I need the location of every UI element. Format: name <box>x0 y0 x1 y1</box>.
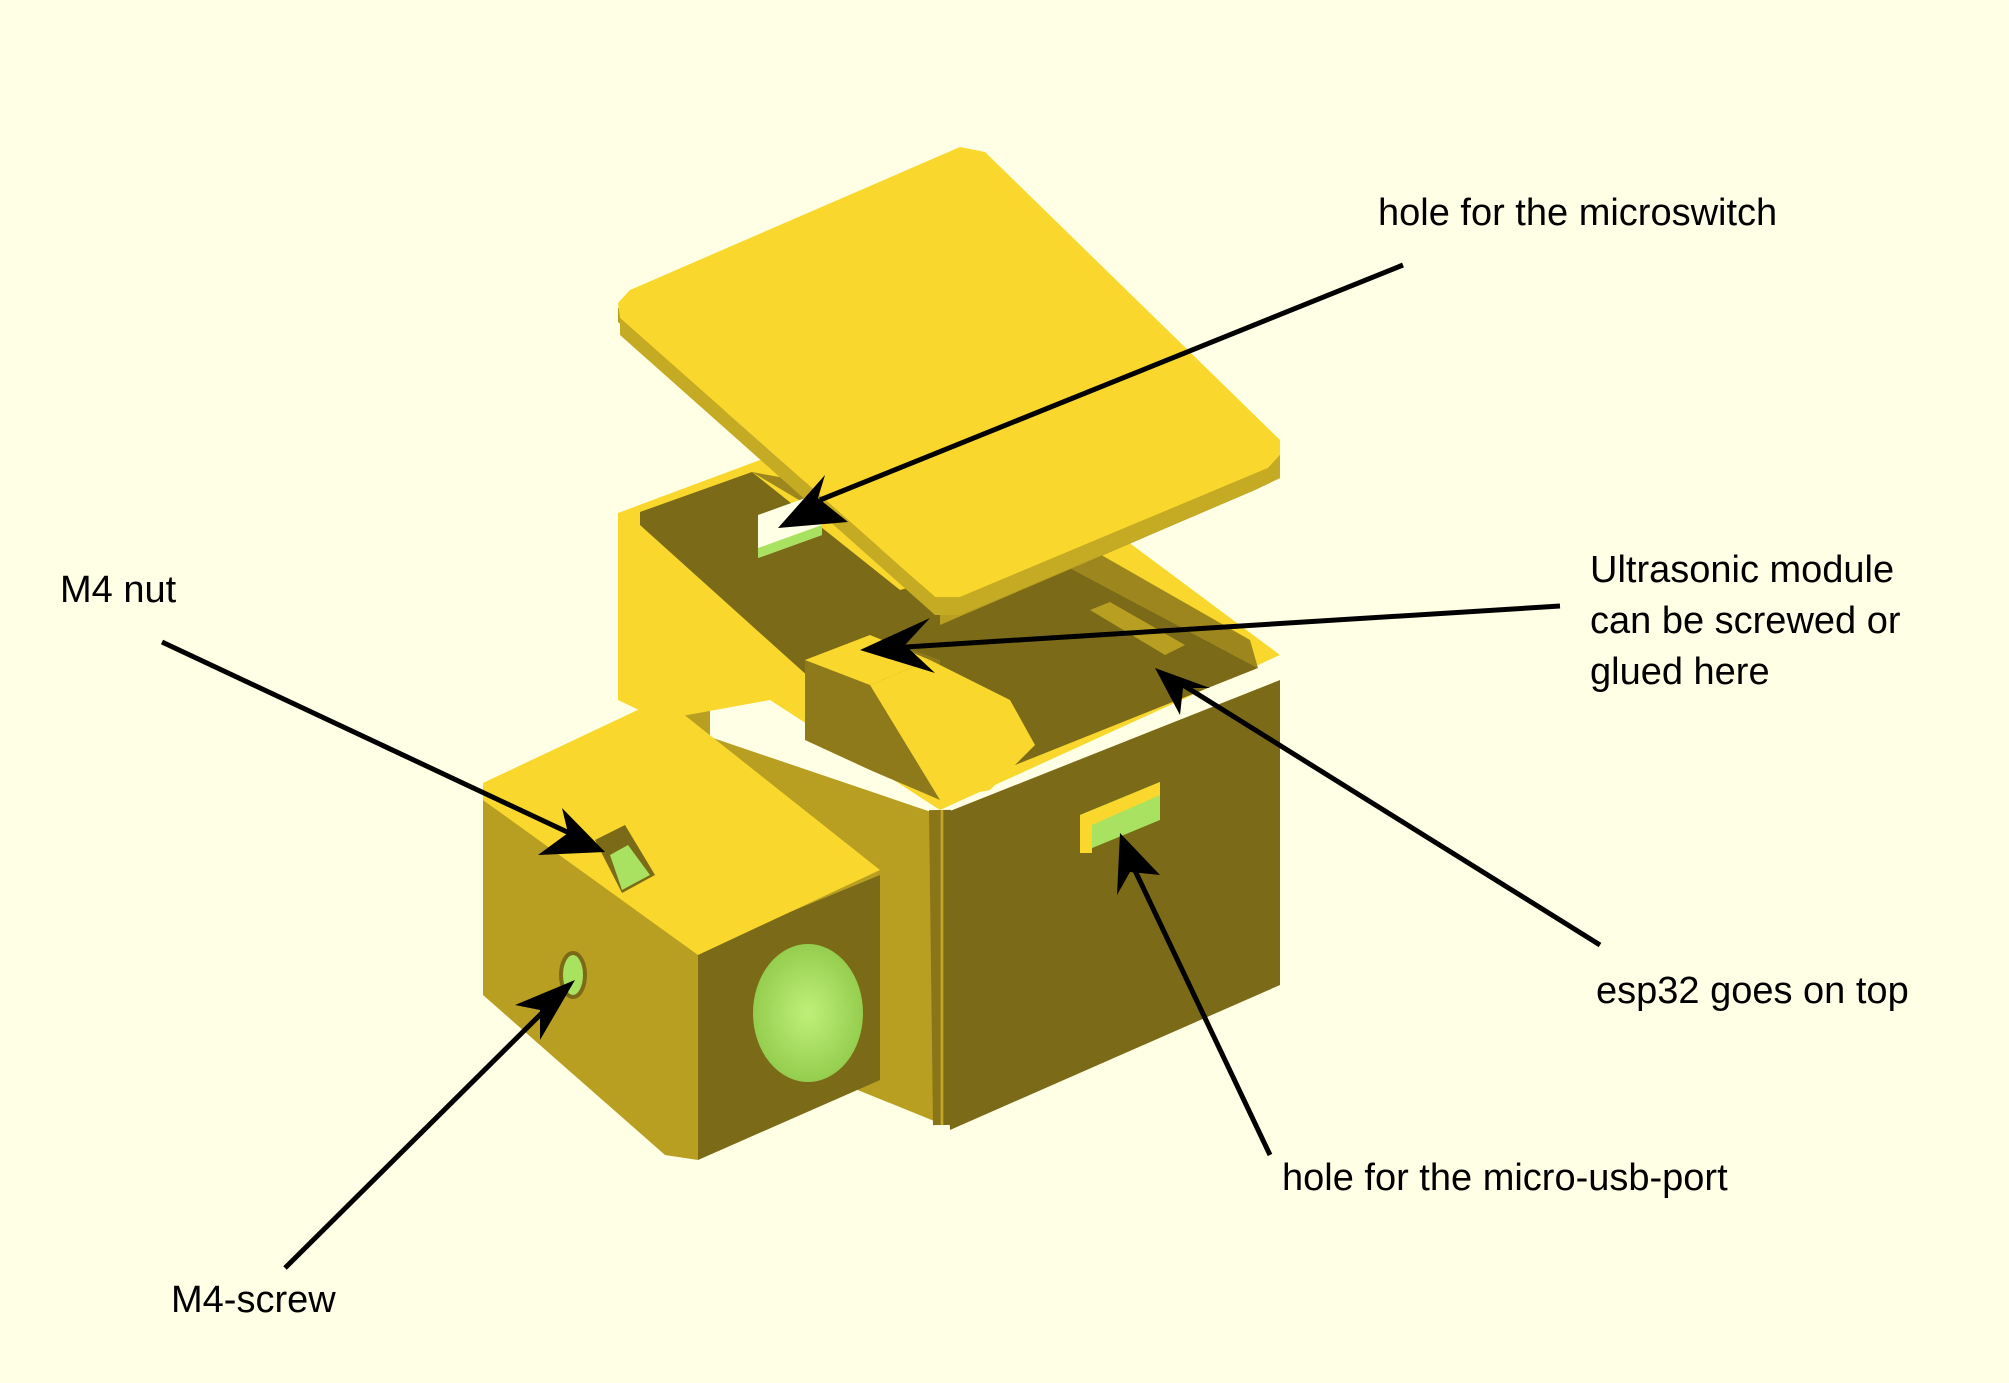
lid-top <box>618 147 1280 597</box>
arrow-m4-nut <box>160 639 582 841</box>
arrow-m4-screw <box>283 1003 552 1270</box>
lid <box>618 147 1280 625</box>
arrowhead-microswitch <box>778 475 848 528</box>
label-m4-nut: M4 nut <box>60 569 177 611</box>
micro-usb-hole-shadow <box>1080 782 1160 853</box>
arrowhead-micro-usb <box>1117 833 1160 895</box>
label-m4-screw: M4-screw <box>171 1279 336 1321</box>
esp32-slot <box>1090 602 1185 655</box>
inner-platform <box>870 660 1035 800</box>
microswitch-hole-inside <box>758 525 822 558</box>
arrow-microswitch <box>819 262 1404 503</box>
annotation-arrows <box>160 262 1602 1270</box>
main-box-cavity <box>640 472 1258 795</box>
label-ultrasonic-module: Ultrasonic module can be screwed or glue… <box>1590 549 1901 693</box>
label-micro-usb-hole: hole for the micro-usb-port <box>1282 1157 1728 1199</box>
arrowhead-m4-nut <box>538 808 605 855</box>
main-box-right-face <box>940 680 1280 1130</box>
rim-edge <box>929 809 955 1126</box>
label-esp32: esp32 goes on top <box>1596 970 1909 1012</box>
front-block-left-face <box>483 800 698 1160</box>
arrow-ultrasonic <box>889 603 1561 651</box>
label-microswitch-hole: hole for the microswitch <box>1378 192 1778 234</box>
arrowhead-esp32 <box>1155 668 1210 715</box>
arrow-micro-usb <box>1127 858 1273 1157</box>
arrow-esp32 <box>1173 677 1602 948</box>
arrowhead-ultrasonic <box>860 618 935 673</box>
sensor-hole <box>747 938 869 1088</box>
lid-edge <box>620 318 1280 615</box>
front-block <box>483 698 880 1160</box>
front-block-top <box>483 698 880 955</box>
arrowhead-m4-screw <box>515 980 575 1040</box>
m4-nut-slot-inside <box>610 845 650 890</box>
